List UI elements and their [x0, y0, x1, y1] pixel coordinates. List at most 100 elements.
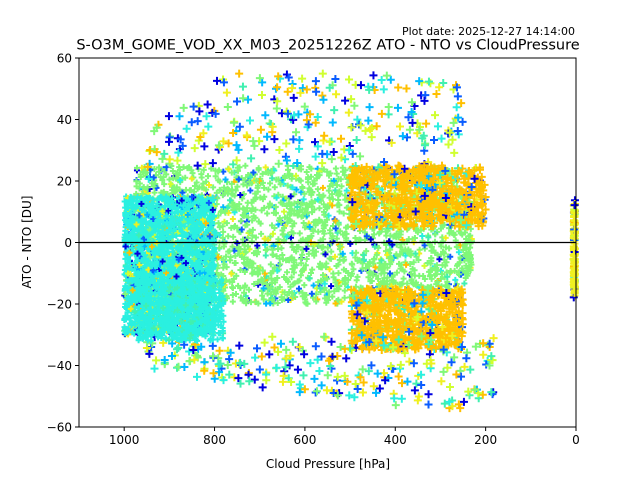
data-point [337, 228, 344, 235]
data-point [212, 173, 219, 180]
data-point [272, 288, 279, 295]
data-point [176, 186, 183, 193]
data-point [232, 291, 239, 298]
data-point [329, 191, 336, 198]
data-point [303, 300, 310, 307]
data-point [339, 168, 346, 175]
data-point [335, 221, 342, 228]
data-point [375, 244, 382, 251]
data-point [229, 298, 236, 305]
data-point [229, 284, 236, 291]
data-point [297, 177, 304, 184]
data-point [336, 202, 343, 209]
data-point [353, 249, 360, 256]
data-point [241, 289, 248, 296]
data-point [363, 248, 370, 255]
data-point [446, 245, 453, 252]
data-point [226, 248, 233, 255]
data-point [413, 253, 420, 260]
data-point [249, 264, 256, 271]
data-point [320, 166, 327, 173]
data-point [133, 178, 140, 185]
data-point [332, 300, 339, 307]
data-point [353, 277, 360, 284]
data-point [216, 232, 223, 239]
data-point [206, 182, 213, 189]
data-point [384, 251, 391, 258]
data-point [220, 287, 227, 294]
data-point [257, 220, 264, 227]
data-point [434, 262, 441, 269]
data-point [340, 257, 347, 264]
data-point [255, 270, 262, 277]
data-point [288, 274, 295, 281]
data-point [434, 251, 441, 258]
data-point [297, 201, 304, 208]
data-point [299, 268, 306, 275]
data-point [244, 256, 251, 263]
data-point [341, 172, 348, 179]
data-point [360, 256, 367, 263]
data-point [133, 183, 140, 190]
data-point [382, 248, 389, 255]
data-point [299, 183, 306, 190]
data-point [333, 262, 340, 269]
data-point [254, 242, 261, 249]
data-point [326, 183, 333, 190]
data-point [314, 186, 321, 193]
data-point [437, 275, 444, 282]
data-point [210, 184, 217, 191]
data-point [320, 225, 327, 232]
data-point [176, 164, 183, 171]
data-point [189, 170, 196, 177]
data-point [376, 282, 383, 289]
data-point [296, 230, 303, 237]
data-point [289, 184, 296, 191]
data-point [244, 182, 251, 189]
data-point [439, 262, 446, 269]
data-point [269, 175, 276, 182]
data-point [456, 259, 463, 266]
data-point [432, 231, 439, 238]
data-point [331, 253, 338, 260]
data-point [249, 217, 256, 224]
data-point [274, 274, 281, 281]
data-point [303, 291, 310, 298]
data-point [311, 206, 318, 213]
data-point [246, 228, 253, 235]
data-point [415, 257, 422, 264]
data-point [291, 264, 298, 271]
data-point [455, 249, 462, 256]
data-point [216, 245, 223, 252]
data-point [308, 173, 315, 180]
data-point [284, 269, 291, 276]
data-point [253, 299, 260, 306]
data-point [405, 236, 412, 243]
data-point [220, 204, 227, 211]
data-point [251, 269, 258, 276]
data-point [230, 233, 237, 240]
data-point [320, 236, 327, 243]
data-point [298, 189, 305, 196]
data-point [262, 252, 269, 259]
data-point [220, 228, 227, 235]
data-point [424, 260, 431, 267]
data-point [240, 205, 247, 212]
data-point [268, 169, 275, 176]
data-point [222, 176, 229, 183]
data-point [398, 240, 405, 247]
data-point [442, 234, 449, 241]
data-point [373, 251, 380, 258]
data-point [452, 276, 459, 283]
data-point [297, 272, 304, 279]
data-point [335, 175, 342, 182]
data-point [284, 214, 291, 221]
data-point [245, 214, 252, 221]
data-point [341, 287, 348, 294]
data-point [228, 270, 235, 277]
data-point [330, 177, 337, 184]
data-point [264, 210, 271, 217]
data-point [441, 221, 448, 228]
data-point [275, 176, 282, 183]
data-point [200, 166, 207, 173]
